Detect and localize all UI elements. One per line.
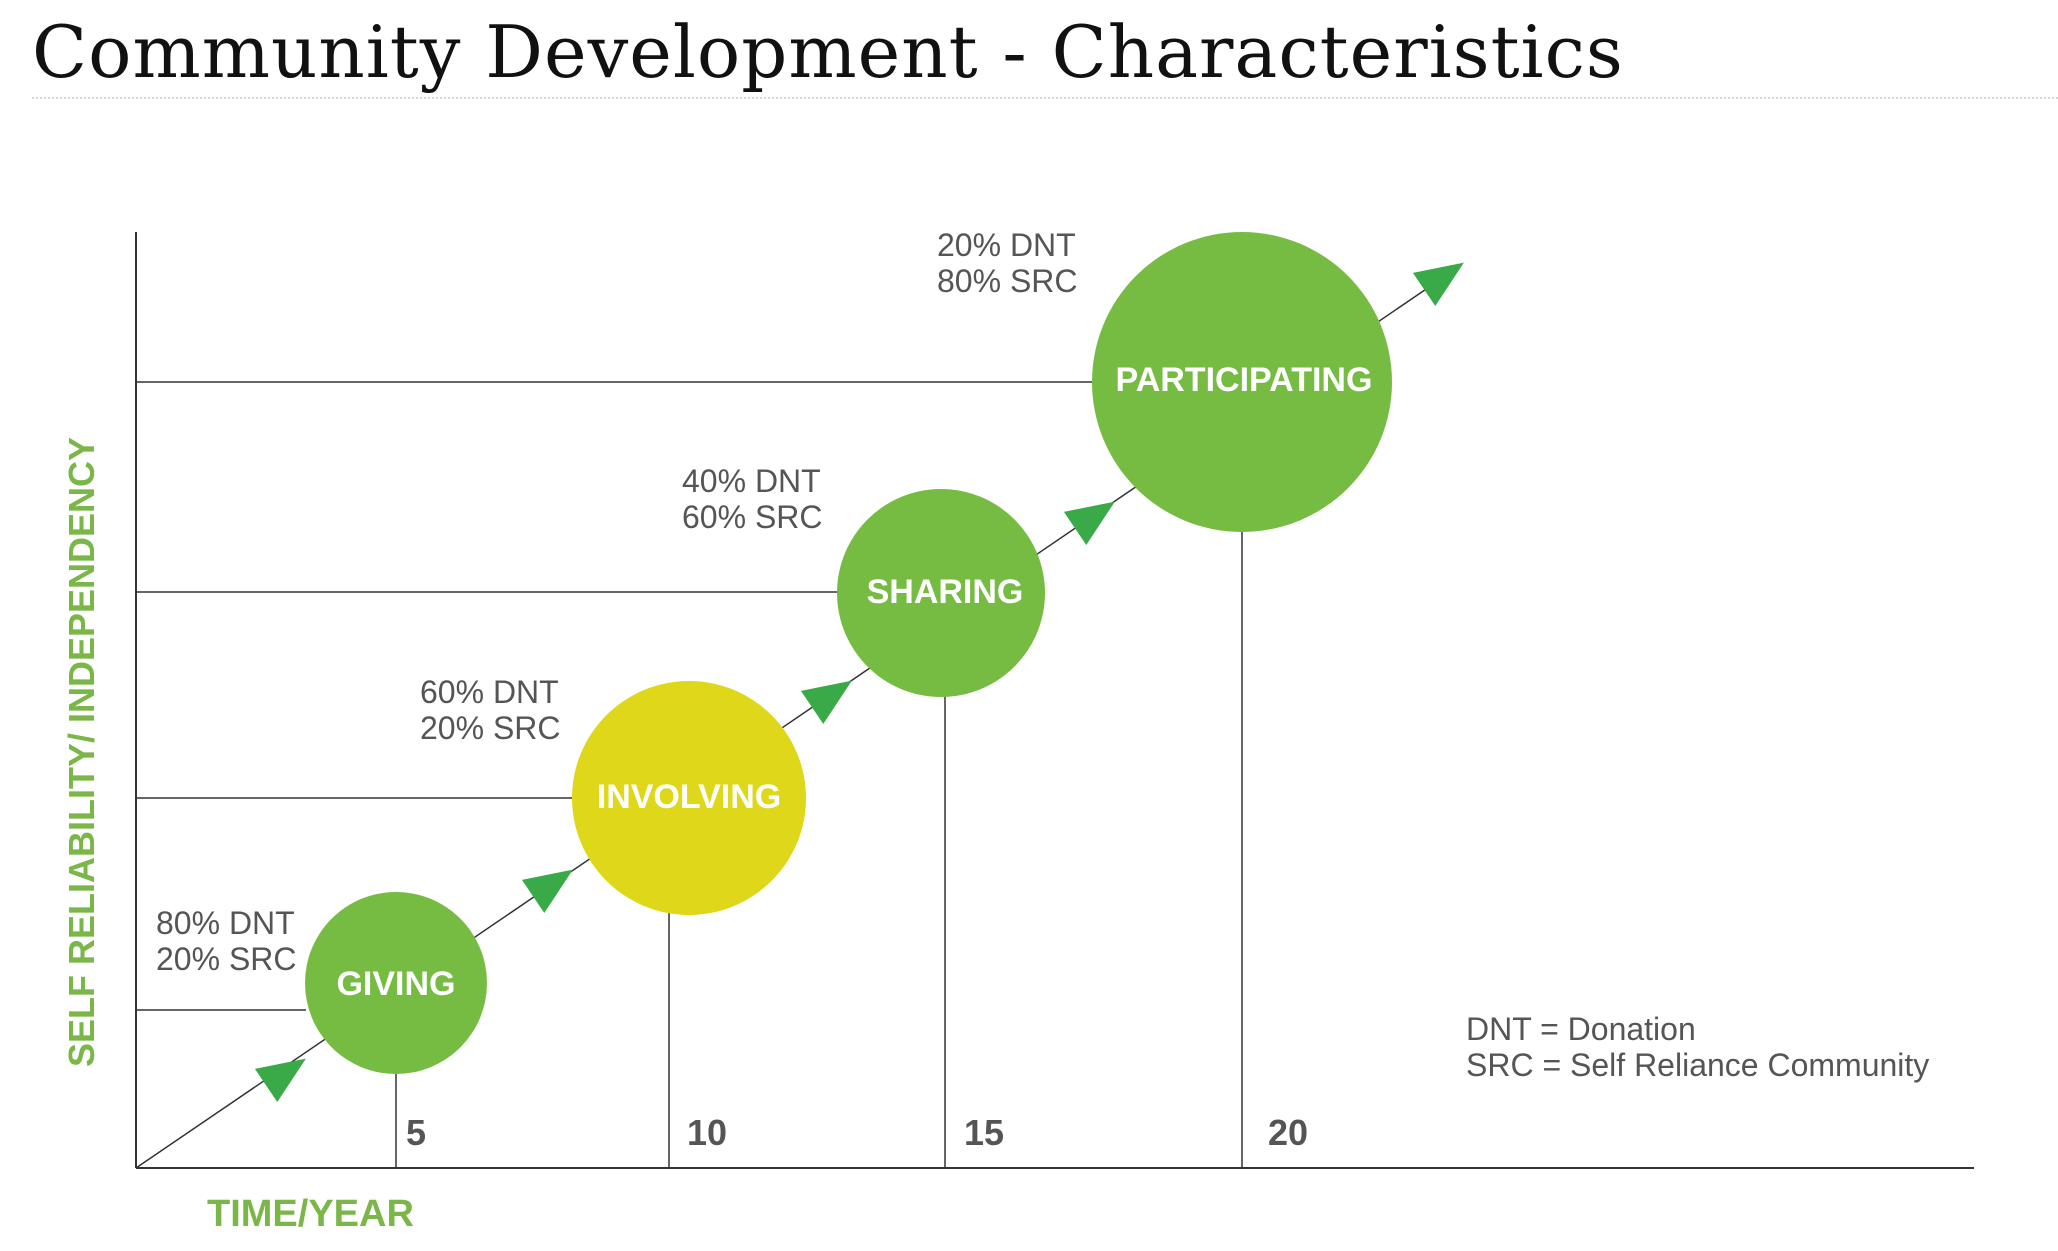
title-divider bbox=[32, 97, 2058, 99]
pct-label-involving-src: 20% SRC bbox=[420, 710, 561, 746]
x-tick-label: 20 bbox=[1268, 1112, 1308, 1153]
stage-label-giving: GIVING bbox=[336, 965, 455, 1003]
pct-label-participating-dnt: 20% DNT bbox=[937, 227, 1076, 263]
stage-label-participating: PARTICIPATING bbox=[1116, 361, 1373, 399]
pct-label-sharing-src: 60% SRC bbox=[682, 499, 823, 535]
arrow-icon bbox=[521, 869, 573, 914]
stage-circle-sharing bbox=[837, 489, 1045, 697]
pct-label-sharing-dnt: 40% DNT bbox=[682, 463, 821, 499]
page-title: Community Development - Characteristics bbox=[32, 10, 1624, 94]
stage-label-sharing: SHARING bbox=[867, 573, 1024, 611]
arrow-icon bbox=[1412, 262, 1464, 307]
legend-dnt: DNT = Donation bbox=[1466, 1011, 1696, 1047]
y-axis-label: SELF RELIABILITY/ INDEPENDENCY bbox=[61, 437, 102, 1067]
stage-circle-involving bbox=[572, 681, 806, 915]
arrow-icon bbox=[1063, 501, 1115, 546]
legend-src: SRC = Self Reliance Community bbox=[1466, 1047, 1929, 1083]
pct-label-giving-src: 20% SRC bbox=[156, 941, 297, 977]
stage-circle-giving bbox=[305, 892, 487, 1074]
x-tick-label: 15 bbox=[964, 1112, 1004, 1153]
x-axis-label: TIME/YEAR bbox=[207, 1193, 414, 1235]
x-tick-label: 5 bbox=[406, 1112, 426, 1153]
pct-label-giving-dnt: 80% DNT bbox=[156, 905, 295, 941]
arrow-icon bbox=[800, 680, 852, 725]
x-tick-label: 10 bbox=[687, 1112, 727, 1153]
pct-label-participating-src: 80% SRC bbox=[937, 263, 1078, 299]
stage-circle-participating bbox=[1092, 232, 1392, 532]
pct-label-involving-dnt: 60% DNT bbox=[420, 674, 559, 710]
arrow-icon bbox=[254, 1058, 306, 1103]
stage-label-involving: INVOLVING bbox=[597, 778, 782, 816]
